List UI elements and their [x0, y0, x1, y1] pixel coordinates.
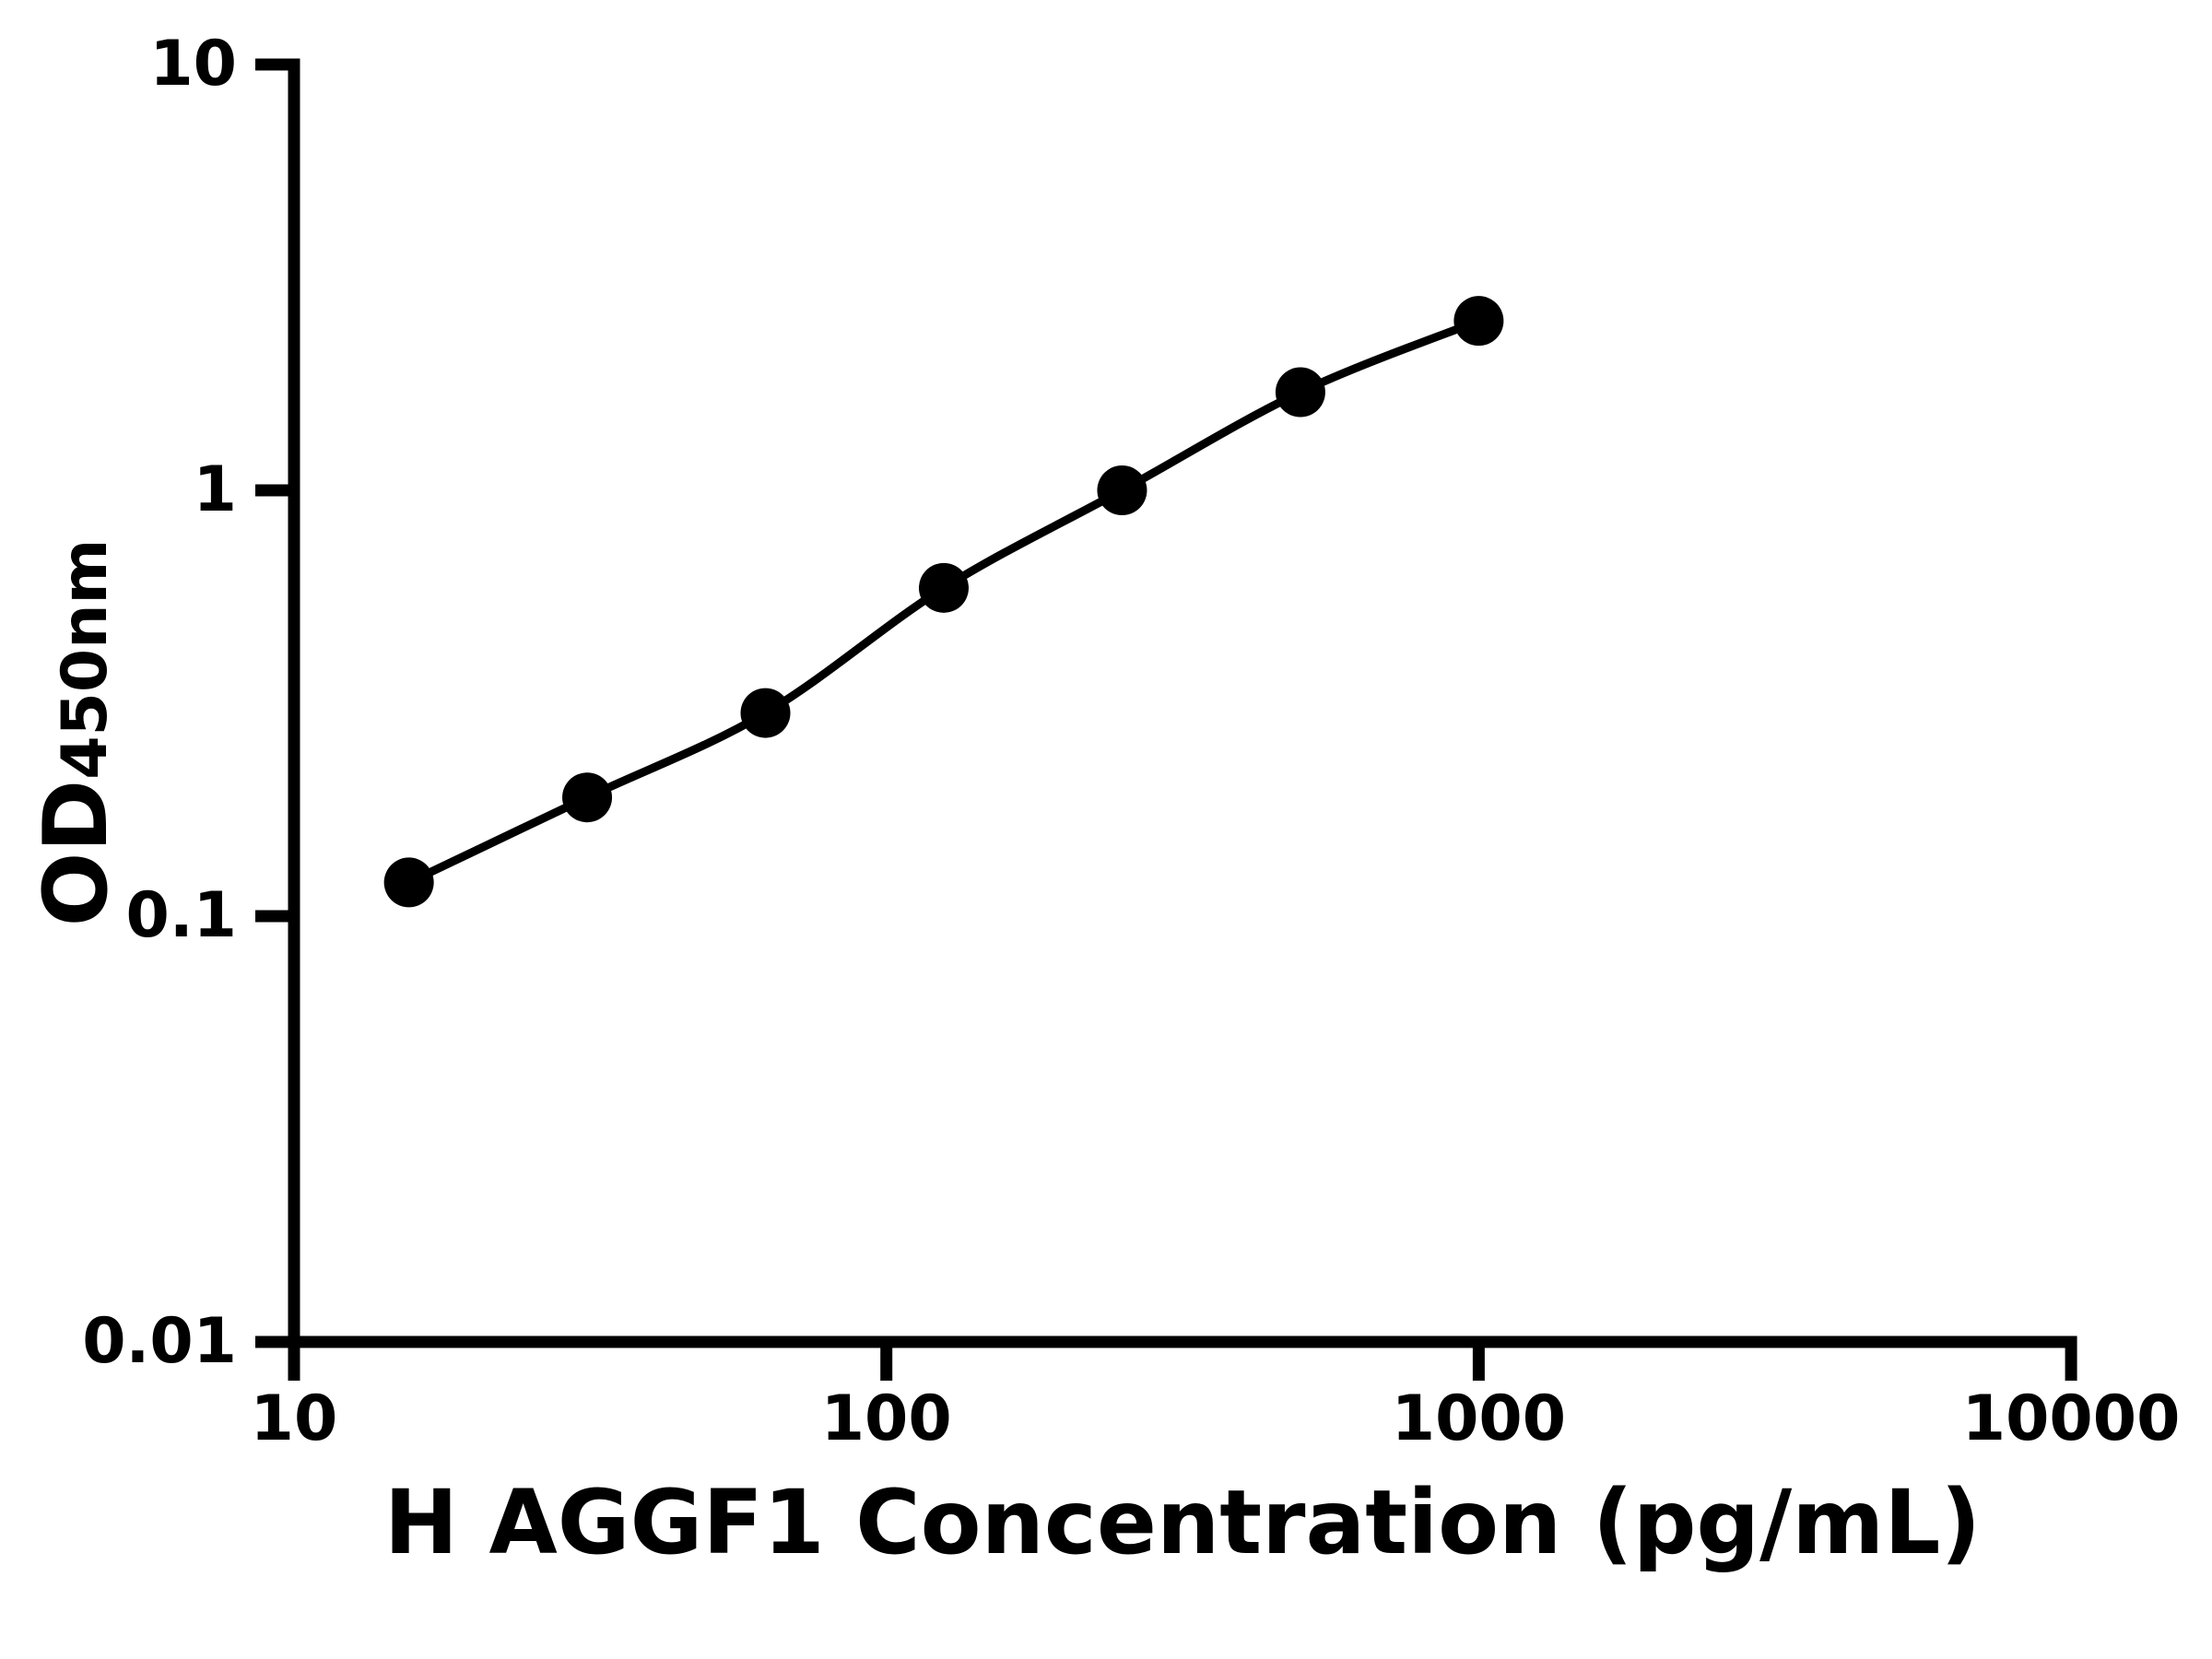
y-axis-title-main: OD [26, 779, 127, 927]
data-point-2 [562, 772, 613, 823]
data-point-7 [1453, 296, 1504, 347]
y-tick-label: 0.1 [125, 879, 237, 952]
data-point-6 [1275, 367, 1325, 418]
y-tick-label: 10 [149, 28, 237, 100]
x-tick-label: 100 [820, 1382, 952, 1455]
x-tick-label: 10000 [1961, 1382, 2181, 1455]
y-axis-title-subscript: 450nm [49, 538, 122, 780]
y-tick-label: 0.01 [82, 1305, 237, 1378]
data-point-1 [383, 857, 434, 908]
data-point-4 [918, 562, 969, 613]
data-point-3 [740, 688, 791, 738]
x-tick-label: 10 [250, 1382, 338, 1455]
y-tick-label: 1 [193, 453, 237, 526]
x-tick-label: 1000 [1391, 1382, 1567, 1455]
y-axis-title: OD450nm [17, 364, 136, 1101]
x-axis-title: H AGGF1 Concentration (pg/mL) [383, 1471, 1982, 1574]
y-axis [255, 58, 300, 1342]
x-axis [255, 1335, 2077, 1381]
data-point-5 [1097, 465, 1147, 515]
